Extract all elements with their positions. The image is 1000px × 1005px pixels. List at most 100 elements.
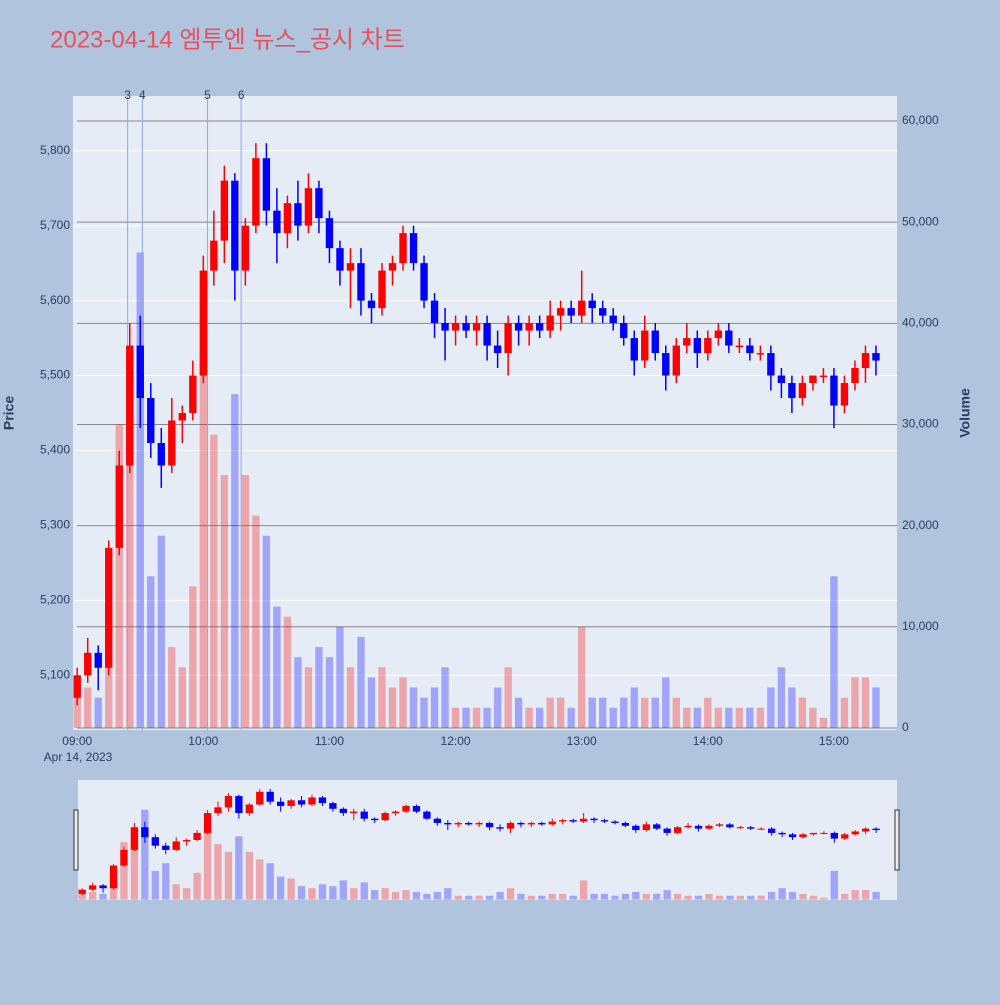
- x-tick-label: 15:00: [819, 734, 849, 748]
- candle-body: [262, 158, 271, 211]
- mini-candle-body: [266, 791, 274, 802]
- mini-candle-body: [381, 813, 389, 821]
- mini-candle-body: [694, 825, 703, 829]
- mini-candle-body: [297, 800, 306, 805]
- candle-body: [599, 308, 607, 316]
- y2-tick-label: 10,000: [902, 619, 939, 633]
- candle-body: [283, 203, 292, 234]
- candle-body: [693, 338, 701, 354]
- candle-body: [672, 345, 680, 376]
- candle-body: [220, 180, 229, 241]
- mini-volume-bar: [736, 895, 744, 900]
- volume-bar: [714, 707, 723, 728]
- mini-volume-bar: [726, 895, 734, 900]
- volume-bar: [767, 687, 775, 728]
- y-tick-label: 5,400: [40, 443, 70, 457]
- x-sublabel: Apr 14, 2023: [44, 750, 113, 764]
- volume-bar: [525, 707, 533, 728]
- mini-candle-body: [579, 818, 588, 822]
- mini-candle-body: [559, 820, 567, 822]
- range-handle[interactable]: [73, 809, 79, 871]
- candle-body: [199, 270, 208, 376]
- mini-candle-body: [78, 889, 86, 894]
- mini-volume-bar: [308, 888, 316, 900]
- candle-body: [241, 225, 250, 271]
- mini-volume-bar: [600, 893, 609, 900]
- mini-volume-bar: [820, 897, 828, 900]
- y-tick-label: 5,800: [40, 143, 70, 157]
- volume-bar: [683, 707, 691, 728]
- volume-bar: [168, 647, 176, 728]
- candle-body: [94, 652, 102, 668]
- volume-bar: [641, 697, 649, 728]
- mini-volume-bar: [203, 828, 212, 900]
- volume-bar: [273, 606, 281, 728]
- mini-candle-body: [339, 808, 347, 814]
- mini-volume-bar: [767, 891, 776, 900]
- volume-bar: [399, 677, 407, 728]
- mini-volume-bar: [266, 863, 274, 900]
- volume-bar: [578, 626, 586, 728]
- candle-body: [472, 323, 481, 331]
- mini-candle-body: [496, 827, 504, 829]
- mini-volume-bar: [172, 884, 180, 900]
- mini-candle-body: [329, 803, 337, 809]
- candle-body: [336, 248, 344, 271]
- y-tick-label: 5,100: [40, 667, 70, 681]
- y2-tick-label: 40,000: [902, 315, 939, 329]
- mini-volume-bar: [99, 893, 107, 900]
- range-handle[interactable]: [894, 809, 900, 871]
- mini-candle-body: [663, 828, 671, 833]
- mini-volume-bar: [402, 890, 410, 900]
- y-tick-label: 5,600: [40, 293, 70, 307]
- mini-volume-bar: [360, 882, 368, 900]
- candle-body: [725, 330, 733, 346]
- mini-candle-body: [402, 805, 410, 812]
- candle-body: [578, 300, 586, 316]
- y-axis-title: Price: [1, 396, 17, 430]
- mini-candle-body: [642, 824, 650, 831]
- candle-body: [609, 315, 617, 324]
- mini-volume-bar: [872, 891, 880, 900]
- mini-candle-body: [778, 832, 786, 835]
- x-tick-label: 13:00: [567, 734, 597, 748]
- range-slider[interactable]: [78, 780, 897, 900]
- mini-candle-body: [485, 822, 494, 828]
- volume-bar: [819, 717, 828, 728]
- mini-volume-bar: [141, 809, 149, 900]
- mini-volume-bar: [193, 872, 201, 900]
- volume-bar: [535, 707, 544, 728]
- mini-volume-bar: [465, 895, 473, 900]
- candle-body: [851, 368, 859, 384]
- mini-candle-body: [182, 840, 191, 842]
- volume-bar: [746, 707, 754, 728]
- event-label: 3: [124, 88, 131, 102]
- mini-candle-body: [454, 822, 462, 825]
- volume-bar: [756, 707, 765, 728]
- mini-candle-body: [350, 811, 358, 814]
- mini-candle-body: [475, 822, 483, 825]
- volume-bar: [430, 687, 439, 728]
- mini-volume-bar: [485, 895, 494, 900]
- x-tick-label: 10:00: [188, 734, 218, 748]
- candle-body: [630, 338, 638, 361]
- candle-body: [840, 383, 849, 406]
- volume-bar: [704, 697, 712, 728]
- volume-bar: [157, 535, 165, 728]
- mini-volume-bar: [151, 870, 159, 900]
- mini-volume-bar: [663, 890, 671, 900]
- mini-candle-body: [830, 832, 838, 839]
- volume-bar: [672, 697, 680, 728]
- candle-body: [651, 330, 659, 354]
- x-tick-label: 09:00: [62, 734, 92, 748]
- candle-body: [746, 345, 754, 354]
- mini-volume-bar: [287, 878, 295, 900]
- volume-bar: [199, 353, 208, 728]
- volume-bar: [241, 475, 250, 728]
- mini-candle-body: [736, 827, 744, 829]
- mini-candle-body: [820, 832, 828, 834]
- x-tick-label: 12:00: [441, 734, 471, 748]
- mini-volume-bar: [475, 895, 483, 900]
- candle-body: [157, 442, 165, 466]
